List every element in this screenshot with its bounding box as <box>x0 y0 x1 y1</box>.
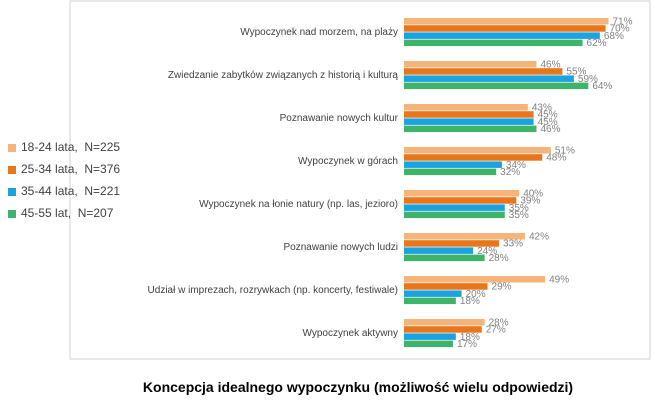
data-label: 55% <box>566 67 586 78</box>
bar <box>404 283 488 290</box>
bar <box>404 333 456 340</box>
bars-group: 71%70%68%62%46%55%59%64%43%45%45%46%51%4… <box>404 16 633 350</box>
bar <box>404 68 563 75</box>
legend-label: 25-34 lata, N=376 <box>21 162 120 176</box>
chart-caption: Koncepcja idealnego wypoczynku (możliwoś… <box>143 379 573 395</box>
data-label: 32% <box>500 167 520 178</box>
legend-swatch <box>8 210 16 218</box>
data-label: 34% <box>506 160 526 171</box>
data-label: 68% <box>604 31 624 42</box>
legend: 18-24 lata, N=225 25-34 lata, N=376 35-44 … <box>8 140 120 220</box>
bar <box>404 276 546 283</box>
bar <box>404 204 505 211</box>
bar <box>404 104 528 111</box>
bar <box>404 190 520 197</box>
category-label: Wypoczynek w górach <box>298 156 398 167</box>
bar <box>404 125 537 133</box>
legend-swatch <box>8 188 16 196</box>
bar <box>404 61 537 68</box>
category-label: Wypoczynek na łonie natury (np. las, jez… <box>199 199 398 210</box>
category-label: Poznawanie nowych ludzi <box>283 242 398 253</box>
bar <box>404 111 534 118</box>
data-label: 35% <box>509 203 529 214</box>
data-label: 29% <box>492 282 512 293</box>
data-label: 62% <box>587 38 607 49</box>
data-label: 20% <box>466 289 486 300</box>
category-label: Zwiedzanie zabytków związanych z histori… <box>168 70 399 81</box>
legend-swatch <box>8 144 16 152</box>
bar <box>404 154 543 161</box>
legend-swatch <box>8 166 16 174</box>
category-label: Wypoczynek nad morzem, na plaży <box>240 27 398 38</box>
data-label: 64% <box>592 81 612 92</box>
data-label: 48% <box>546 153 566 164</box>
category-label: Poznawanie nowych kultur <box>280 113 399 124</box>
category-labels: Wypoczynek nad morzem, na plaży Zwiedzani… <box>148 27 399 339</box>
data-label: 18% <box>460 296 480 307</box>
data-label: 35% <box>509 210 529 221</box>
bar <box>404 297 456 305</box>
bar <box>404 254 485 262</box>
bar <box>404 233 525 240</box>
data-label: 70% <box>610 24 630 35</box>
bar <box>404 168 497 176</box>
data-label: 24% <box>477 246 497 257</box>
data-label: 42% <box>529 231 549 242</box>
legend-label: 45-55 lat, N=207 <box>21 206 114 220</box>
data-label: 18% <box>460 332 480 343</box>
data-label: 45% <box>538 117 558 128</box>
data-label: 33% <box>503 239 523 250</box>
data-label: 45% <box>538 110 558 121</box>
data-label: 49% <box>549 274 569 285</box>
legend-label: 18-24 lata, N=225 <box>21 140 120 154</box>
bar <box>404 240 500 247</box>
bar <box>404 147 551 154</box>
category-label: Udział w imprezach, rozrywkach (np. konc… <box>148 285 398 296</box>
bar <box>404 247 474 254</box>
legend-label: 35-44 lata, N=221 <box>21 184 120 198</box>
bar <box>404 211 505 219</box>
data-label: 71% <box>612 16 632 27</box>
bar <box>404 25 606 32</box>
bar <box>404 326 482 333</box>
bar <box>404 290 462 297</box>
bar <box>404 319 485 326</box>
bar <box>404 39 583 47</box>
bar <box>404 197 517 204</box>
data-label: 46% <box>540 59 560 70</box>
bar <box>404 32 600 39</box>
bar <box>404 161 502 168</box>
data-label: 46% <box>540 124 560 135</box>
data-label: 28% <box>489 317 509 328</box>
data-label: 17% <box>457 339 477 350</box>
data-label: 39% <box>520 196 540 207</box>
bar <box>404 75 574 82</box>
data-label: 59% <box>578 74 598 85</box>
plot-frame <box>69 0 651 360</box>
data-label: 51% <box>555 145 575 156</box>
category-label: Wypoczynek aktywny <box>303 328 399 339</box>
data-label: 40% <box>523 188 543 199</box>
bar <box>404 18 609 25</box>
bar <box>404 82 589 90</box>
data-label: 27% <box>486 325 506 336</box>
data-label: 43% <box>532 102 552 113</box>
data-label: 28% <box>489 253 509 264</box>
bar <box>404 118 534 125</box>
bar <box>404 340 453 348</box>
